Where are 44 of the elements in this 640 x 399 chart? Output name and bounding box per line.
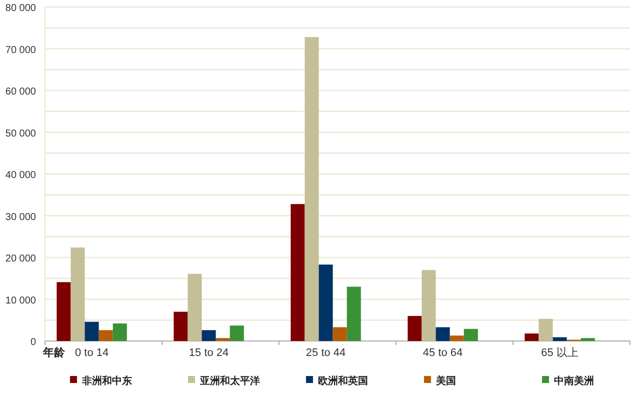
bar — [56, 282, 71, 341]
bar — [464, 328, 478, 341]
legend-label: 美国 — [435, 375, 456, 387]
bar — [436, 327, 450, 341]
bar — [552, 337, 567, 341]
legend-label: 中南美洲 — [554, 375, 594, 387]
bar — [346, 286, 361, 341]
bar — [318, 264, 333, 341]
bar — [304, 37, 319, 341]
y-tick-label: 0 — [30, 337, 36, 348]
legend-label: 亚洲和太平洋 — [199, 375, 260, 387]
bar — [188, 274, 202, 341]
bar — [112, 323, 127, 341]
bar — [174, 312, 188, 341]
bar — [230, 326, 244, 341]
y-tick-label: 50 000 — [5, 128, 36, 140]
bar — [538, 318, 553, 341]
bar — [580, 338, 595, 341]
x-tick-label: 45 to 64 — [422, 347, 463, 359]
bar — [98, 330, 113, 341]
y-tick-label: 40 000 — [5, 170, 36, 181]
bar — [524, 333, 539, 341]
bar — [408, 316, 422, 341]
bar — [290, 204, 305, 341]
x-tick-label: 0 to 14 — [74, 347, 109, 359]
x-axis-title: 年龄 — [42, 346, 66, 359]
x-tick-label: 15 to 24 — [188, 347, 229, 359]
bar — [84, 322, 99, 341]
x-tick-label: 65 以上 — [541, 346, 578, 359]
y-tick-label: 20 000 — [5, 254, 36, 264]
y-tick-label: 60 000 — [5, 86, 36, 98]
legend-label: 欧洲和英国 — [318, 375, 368, 387]
bar — [450, 336, 464, 341]
bar — [422, 270, 436, 341]
bar — [70, 247, 85, 341]
bar — [216, 338, 230, 341]
y-tick-label: 30 000 — [5, 212, 36, 223]
x-tick-label: 25 to 44 — [306, 347, 346, 359]
y-tick-label: 70 000 — [5, 44, 36, 56]
bar — [202, 330, 216, 341]
legend-label: 非洲和中东 — [81, 375, 132, 387]
y-tick-label: 80 000 — [5, 3, 36, 14]
bar — [332, 327, 347, 341]
y-tick-label: 10 000 — [5, 295, 36, 306]
